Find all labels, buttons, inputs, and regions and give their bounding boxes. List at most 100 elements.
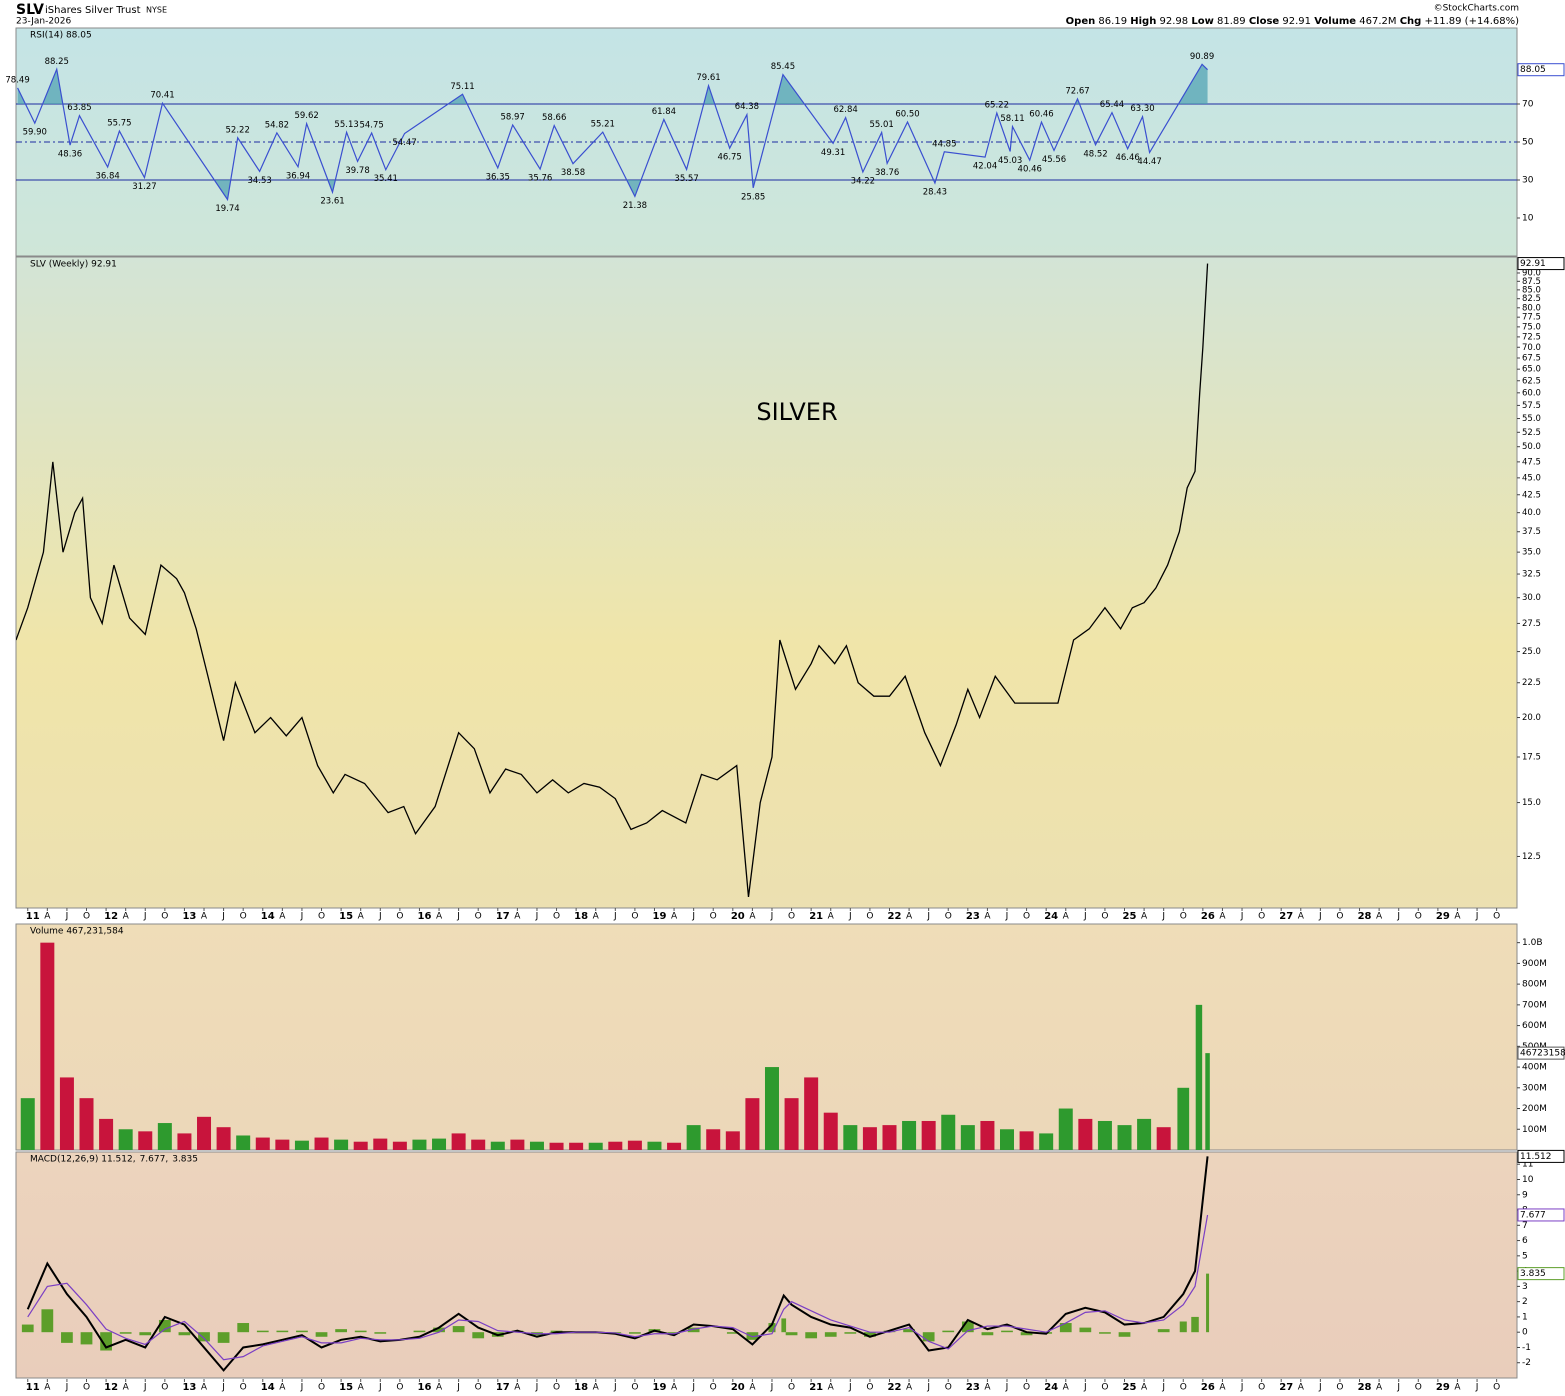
rsi-value-label: 70.41 — [150, 91, 174, 101]
x-tick-label: O — [318, 912, 325, 922]
rsi-value-label: 65.22 — [985, 101, 1009, 111]
quote-value: 86.19 — [1098, 16, 1127, 27]
y-tick-label: 55.0 — [1522, 414, 1541, 424]
y-tick-label: 0 — [1522, 1328, 1528, 1338]
volume-bar — [843, 1125, 858, 1150]
x-tick-label: 11 — [26, 1382, 40, 1393]
x-tick-label: J — [65, 1383, 69, 1393]
x-tick-label: A — [201, 912, 208, 922]
quote-label: High — [1130, 16, 1156, 27]
x-tick-label: 28 — [1358, 1382, 1372, 1393]
panel-background — [15, 256, 1518, 909]
x-tick-label: O — [1101, 1383, 1108, 1393]
volume-bar — [941, 1114, 956, 1150]
x-tick-label: J — [770, 912, 774, 922]
x-tick-label: O — [945, 1383, 952, 1393]
histogram-bar — [1118, 1332, 1131, 1337]
volume-bar — [804, 1077, 819, 1150]
histogram-bar — [961, 1321, 974, 1333]
x-tick-label: O — [710, 1383, 717, 1393]
x-tick-label: J — [300, 1383, 304, 1393]
volume-bar — [686, 1125, 701, 1150]
rsi-value-label: 90.89 — [1190, 52, 1214, 62]
volume-bar — [118, 1129, 133, 1150]
x-tick-label: O — [318, 1383, 325, 1393]
panel-background — [15, 1151, 1518, 1379]
x-tick-label: O — [1023, 1383, 1030, 1393]
histogram-bar — [1020, 1332, 1033, 1336]
x-tick-label: A — [984, 912, 991, 922]
x-tick-label: A — [1219, 1383, 1226, 1393]
x-tick-label: O — [1415, 912, 1422, 922]
histogram-bar — [785, 1332, 798, 1336]
volume-bar — [1000, 1129, 1015, 1150]
value-box — [1517, 1046, 1565, 1060]
x-tick-label: A — [906, 1383, 913, 1393]
x-tick-label: 19 — [653, 911, 667, 922]
y-tick-label: 300M — [1522, 1083, 1547, 1093]
date: 23-Jan-2026 — [16, 17, 72, 27]
x-tick-label: J — [143, 1383, 147, 1393]
x-tick-label: J — [1475, 1383, 1479, 1393]
y-tick-label: 57.5 — [1522, 401, 1541, 411]
histogram-bar — [942, 1330, 955, 1333]
x-tick-label: O — [1101, 912, 1108, 922]
annotation: SILVER — [756, 398, 837, 426]
y-tick-label: 72.5 — [1522, 332, 1541, 342]
x-tick-label: O — [866, 912, 873, 922]
source: ©StockCharts.com — [1434, 4, 1519, 14]
x-tick-label: 26 — [1201, 1382, 1215, 1393]
volume-bar — [667, 1142, 682, 1150]
x-tick-label: A — [44, 1383, 51, 1393]
rsi-value-label: 36.84 — [95, 172, 119, 182]
rsi-line — [17, 63, 1208, 202]
x-tick-label: 22 — [888, 1382, 902, 1393]
quote-value: +11.89 (+14.68%) — [1425, 16, 1520, 27]
x-tick-label: 12 — [104, 1382, 118, 1393]
y-tick-label: 1.0B — [1522, 938, 1543, 948]
x-tick-label: A — [44, 912, 51, 922]
x-tick-label: J — [1396, 1383, 1400, 1393]
histogram-bar — [100, 1332, 112, 1351]
y-tick-label: 32.5 — [1522, 570, 1541, 580]
volume-bar — [138, 1131, 153, 1150]
histogram-bar — [296, 1330, 308, 1333]
x-tick-label: J — [926, 912, 930, 922]
rsi-value-label: 38.76 — [875, 168, 899, 178]
volume-bar — [1039, 1133, 1054, 1150]
macd-line — [26, 1156, 1209, 1372]
y-tick-label: 87.5 — [1522, 277, 1541, 287]
x-tick-label: 13 — [182, 1382, 196, 1393]
quote-label: Low — [1191, 16, 1213, 27]
x-tick-label: O — [475, 912, 482, 922]
x-tick-label: J — [1083, 912, 1087, 922]
rsi-value-label: 63.30 — [1130, 104, 1154, 114]
volume-bar — [1058, 1108, 1073, 1150]
value-box-label: 88.05 — [1520, 65, 1546, 75]
x-tick-label: 25 — [1123, 911, 1137, 922]
x-tick-label: O — [631, 1383, 638, 1393]
volume-bar — [314, 1137, 329, 1150]
x-tick-label: A — [436, 1383, 443, 1393]
y-tick-label: 52.5 — [1522, 428, 1541, 438]
x-tick-label: J — [221, 912, 225, 922]
x-tick-label: O — [1023, 912, 1030, 922]
x-tick-label: O — [240, 1383, 247, 1393]
volume-bar — [1156, 1127, 1171, 1150]
y-tick-label: 85.0 — [1522, 285, 1541, 295]
x-tick-label: O — [631, 912, 638, 922]
y-tick-label: 60.0 — [1522, 388, 1541, 398]
rsi-value-label: 44.47 — [1137, 157, 1161, 167]
x-tick-label: A — [514, 912, 521, 922]
x-tick-label: A — [1063, 1383, 1070, 1393]
rsi-value-label: 35.57 — [674, 174, 698, 184]
x-tick-label: O — [396, 1383, 403, 1393]
rsi-value-label: 72.67 — [1065, 86, 1089, 96]
x-tick-label: 29 — [1436, 1382, 1450, 1393]
volume-bar — [392, 1141, 407, 1150]
x-tick-label: O — [788, 1383, 795, 1393]
x-tick-label: A — [1141, 1383, 1148, 1393]
rsi-value-label: 85.45 — [771, 62, 795, 72]
value-box — [1517, 1149, 1565, 1163]
